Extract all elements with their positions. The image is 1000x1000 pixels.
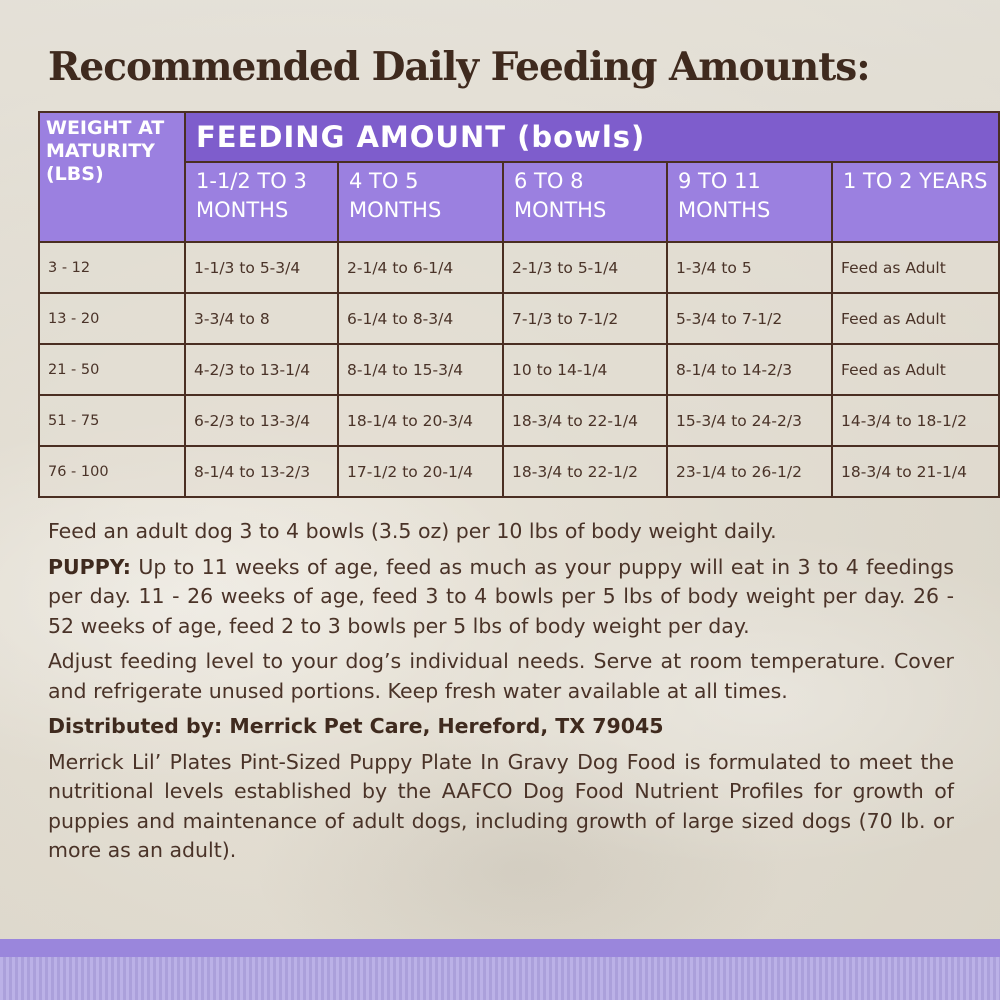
distributor-line: Distributed by: Merrick Pet Care, Herefo… bbox=[48, 714, 664, 738]
amount-cell: Feed as Adult bbox=[830, 292, 1000, 345]
amount-cell: 18-3/4 to 22-1/2 bbox=[502, 445, 668, 498]
adult-instruction: Feed an adult dog 3 to 4 bowls (3.5 oz) … bbox=[48, 519, 777, 543]
page-title: Recommended Daily Feeding Amounts: bbox=[48, 44, 871, 90]
weight-cell: 51 - 75 bbox=[38, 394, 186, 447]
amount-cell: 1-3/4 to 5 bbox=[666, 241, 833, 294]
puppy-label: PUPPY: bbox=[48, 554, 131, 579]
amount-cell: Feed as Adult bbox=[830, 241, 1000, 294]
age-header: 4 TO 5 MONTHS bbox=[337, 160, 504, 244]
amount-cell: 1-1/3 to 5-3/4 bbox=[184, 241, 339, 294]
amount-cell: 18-3/4 to 22-1/4 bbox=[502, 394, 668, 447]
amount-cell: 8-1/4 to 15-3/4 bbox=[337, 343, 504, 396]
feeding-instructions: Feed an adult dog 3 to 4 bowls (3.5 oz) … bbox=[48, 517, 954, 872]
amount-cell: Feed as Adult bbox=[830, 343, 1000, 396]
table-row: 51 - 75 6-2/3 to 13-3/4 18-1/4 to 20-3/4… bbox=[38, 394, 1000, 447]
weight-cell: 21 - 50 bbox=[38, 343, 186, 396]
amount-cell: 3-3/4 to 8 bbox=[184, 292, 339, 345]
puppy-text: Up to 11 weeks of age, feed as much as y… bbox=[48, 554, 954, 638]
aafco-statement: Merrick Lil’ Plates Pint-Sized Puppy Pla… bbox=[48, 749, 954, 863]
amount-cell: 10 to 14-1/4 bbox=[502, 343, 668, 396]
adjust-instruction: Adjust feeding level to your dog’s indiv… bbox=[48, 649, 954, 703]
amount-cell: 5-3/4 to 7-1/2 bbox=[666, 292, 833, 345]
amount-cell: 7-1/3 to 7-1/2 bbox=[502, 292, 668, 345]
amount-cell: 6-2/3 to 13-3/4 bbox=[184, 394, 339, 447]
amount-cell: 8-1/4 to 13-2/3 bbox=[184, 445, 339, 498]
weight-cell: 76 - 100 bbox=[38, 445, 186, 498]
age-header: 6 TO 8 MONTHS bbox=[502, 160, 668, 244]
table-row: 21 - 50 4-2/3 to 13-1/4 8-1/4 to 15-3/4 … bbox=[38, 343, 1000, 396]
amount-cell: 14-3/4 to 18-1/2 bbox=[830, 394, 1000, 447]
amount-cell: 8-1/4 to 14-2/3 bbox=[666, 343, 833, 396]
table-row: 76 - 100 8-1/4 to 13-2/3 17-1/2 to 20-1/… bbox=[38, 445, 1000, 498]
table-row: 3 - 12 1-1/3 to 5-3/4 2-1/4 to 6-1/4 2-1… bbox=[38, 241, 1000, 294]
amount-cell: 17-1/2 to 20-1/4 bbox=[337, 445, 504, 498]
amount-cell: 18-1/4 to 20-3/4 bbox=[337, 394, 504, 447]
footer-band-bottom bbox=[0, 957, 1000, 1000]
age-header: 1 TO 2 YEARS bbox=[830, 160, 1000, 244]
weight-cell: 3 - 12 bbox=[38, 241, 186, 294]
feeding-amount-header: FEEDING AMOUNT (bowls) bbox=[183, 111, 1000, 163]
amount-cell: 23-1/4 to 26-1/2 bbox=[666, 445, 833, 498]
amount-cell: 2-1/4 to 6-1/4 bbox=[337, 241, 504, 294]
age-header: 9 TO 11 MONTHS bbox=[666, 160, 833, 244]
footer-band-top bbox=[0, 939, 1000, 957]
weight-cell: 13 - 20 bbox=[38, 292, 186, 345]
amount-cell: 6-1/4 to 8-3/4 bbox=[337, 292, 504, 345]
table-row: 13 - 20 3-3/4 to 8 6-1/4 to 8-3/4 7-1/3 … bbox=[38, 292, 1000, 345]
amount-cell: 18-3/4 to 21-1/4 bbox=[830, 445, 1000, 498]
amount-cell: 2-1/3 to 5-1/4 bbox=[502, 241, 668, 294]
feeding-table: WEIGHT AT MATURITY (LBS) FEEDING AMOUNT … bbox=[38, 111, 1000, 498]
amount-cell: 15-3/4 to 24-2/3 bbox=[666, 394, 833, 447]
puppy-instruction: PUPPY: Up to 11 weeks of age, feed as mu… bbox=[48, 553, 954, 642]
amount-cell: 4-2/3 to 13-1/4 bbox=[184, 343, 339, 396]
age-header: 1-1/2 TO 3 MONTHS bbox=[184, 160, 339, 244]
weight-header: WEIGHT AT MATURITY (LBS) bbox=[38, 111, 186, 243]
